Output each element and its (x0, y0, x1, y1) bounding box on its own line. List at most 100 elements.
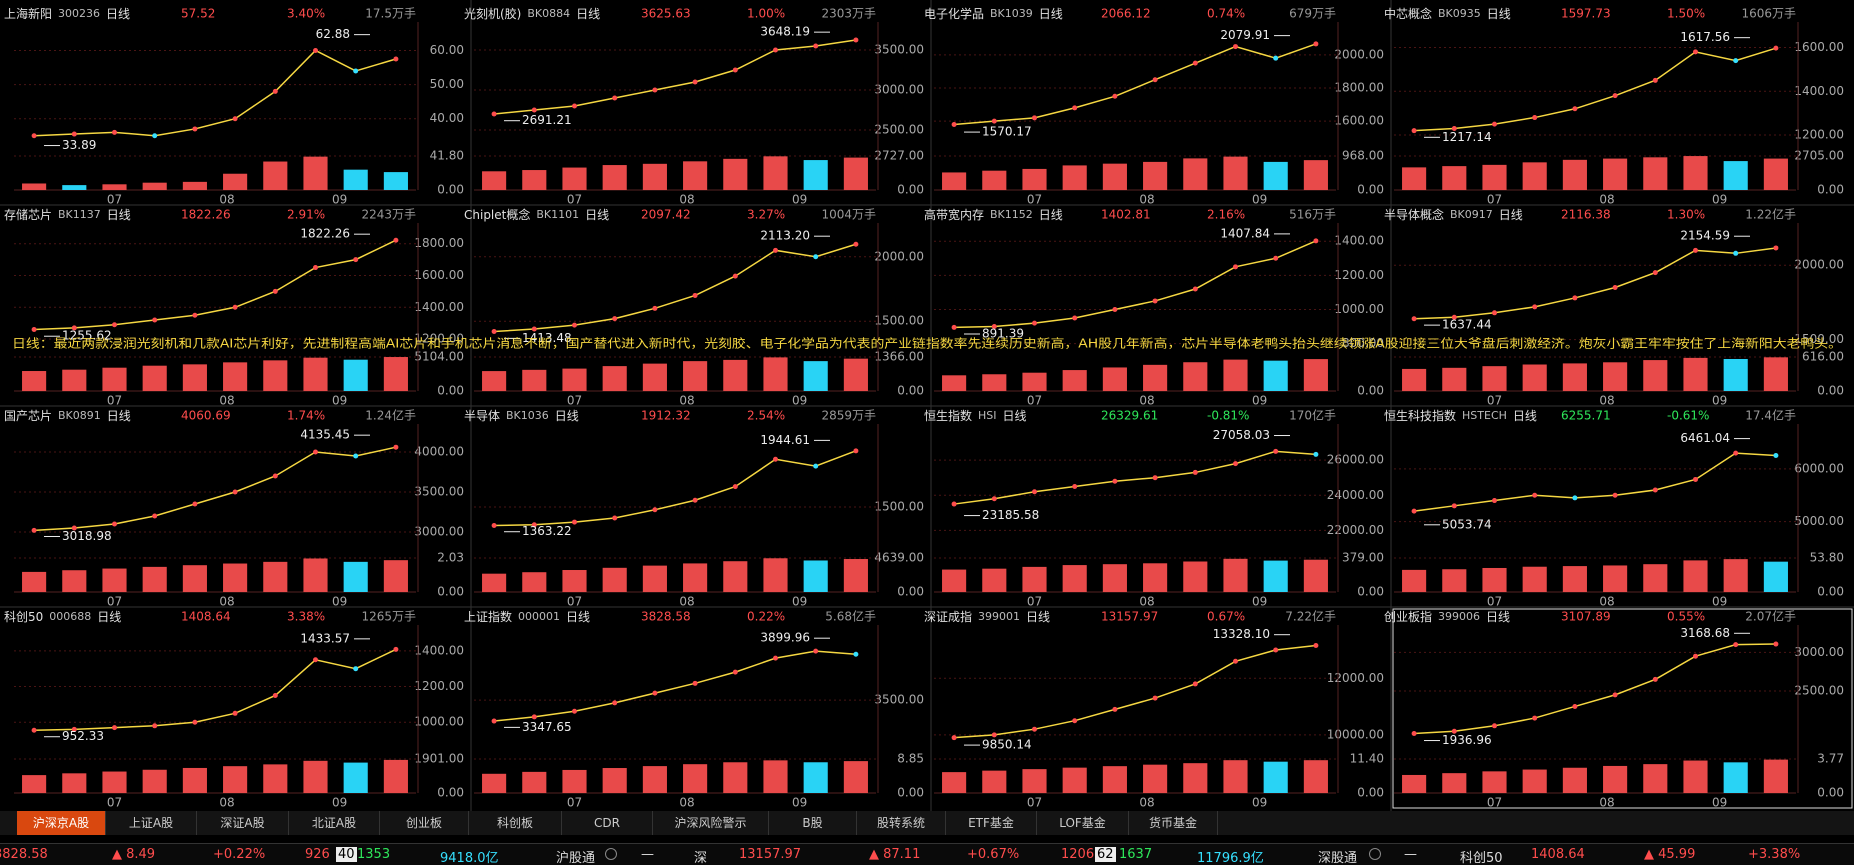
price-point (732, 484, 738, 490)
price-point (1612, 93, 1618, 99)
volume-bar (1522, 769, 1547, 793)
tab[interactable]: 上证A股 (106, 811, 197, 835)
stock-name: 上海新阳 (4, 6, 52, 21)
x-tick-label: 09 (332, 193, 347, 207)
volume-bar (1562, 159, 1587, 190)
down-count: 1353 (357, 847, 391, 862)
info-icon[interactable] (605, 848, 617, 860)
tab[interactable]: 货币基金 (1129, 811, 1218, 835)
stock-name: 恒生科技指数 (1384, 408, 1456, 423)
connect-label[interactable]: 深股通 (1318, 851, 1358, 865)
high-label: 1433.57 (300, 631, 350, 645)
x-tick-label: 07 (1487, 193, 1502, 207)
tab[interactable]: 创业板 (380, 811, 469, 835)
x-tick-label: 07 (567, 796, 582, 810)
low-label: 1255.62 (62, 329, 112, 343)
y-tick-label: 1400.00 (1794, 84, 1844, 98)
price-point (31, 133, 37, 139)
stock-code: HSTECH (1462, 409, 1507, 422)
price-point (1532, 492, 1538, 498)
price: 3625.63 (641, 7, 691, 21)
change: 2.91% (287, 208, 325, 222)
stock-code: 000001 (518, 610, 560, 623)
change: 3.40% (287, 7, 325, 21)
panel-header: 上证指数 000001 日线 (464, 609, 590, 624)
tab[interactable]: 沪深风险警示 (653, 811, 769, 835)
volume-bar (982, 770, 1007, 793)
high-label: 13328.10 (1213, 627, 1270, 641)
low-label: 3018.98 (62, 529, 112, 543)
price-line (34, 239, 397, 331)
volume-bar (1022, 769, 1047, 793)
tab[interactable]: LOF基金 (1037, 811, 1129, 835)
volume-bar (1522, 364, 1547, 391)
price-point (1152, 77, 1158, 83)
x-tick-label: 07 (1487, 394, 1502, 408)
turnover: 9418.0亿 (440, 851, 499, 865)
index-value: 3828.58 (0, 847, 48, 862)
tab[interactable]: CDR (562, 811, 653, 835)
price-point (192, 501, 198, 507)
change: 2.16% (1207, 208, 1245, 222)
volume-bar (1763, 158, 1788, 190)
y-tick-label: 1000.00 (1334, 302, 1384, 316)
price-point (1733, 642, 1739, 648)
tab[interactable]: 股转系统 (857, 811, 946, 835)
volume-bar (1442, 773, 1467, 793)
volume-unit: 1606万手 (1741, 7, 1796, 21)
volume-bar (843, 559, 868, 592)
volume-bar (182, 364, 207, 391)
tab[interactable]: B股 (769, 811, 857, 835)
price-point (1192, 60, 1198, 66)
tab[interactable]: 北证A股 (289, 811, 380, 835)
volume-unit: 1004万手 (821, 208, 876, 222)
price-point (31, 327, 37, 333)
volume-unit: 516万手 (1289, 208, 1336, 222)
volume-unit: 17.4亿手 (1745, 408, 1796, 423)
volume-bar (22, 371, 47, 391)
volume-bar (683, 563, 708, 592)
volume-bar (1522, 566, 1547, 592)
x-tick-label: 09 (792, 595, 807, 609)
tab[interactable]: ETF基金 (946, 811, 1037, 835)
price-point (1733, 450, 1739, 456)
x-tick-label: 07 (1027, 394, 1042, 408)
tab[interactable]: 深证A股 (197, 811, 289, 835)
volume-bar (1143, 364, 1168, 391)
volume-bar (1223, 760, 1248, 793)
volume-bar (1022, 566, 1047, 592)
connect-label[interactable]: 沪股通 (556, 851, 596, 865)
volume-bar (642, 565, 667, 592)
price-point (393, 56, 399, 62)
price-point (1492, 723, 1497, 729)
x-tick-label: 07 (567, 394, 582, 408)
price-point (732, 67, 738, 73)
price-point (272, 473, 278, 479)
volume-bar (102, 568, 127, 592)
change: 0.55% (1667, 610, 1705, 624)
volume-unit: 170亿手 (1289, 408, 1336, 423)
volume-bar (102, 771, 127, 793)
volume-bar (1303, 160, 1328, 190)
price-point (773, 47, 778, 53)
price-point (531, 522, 537, 528)
price-point (572, 519, 577, 525)
price-point (853, 37, 859, 43)
info-icon[interactable] (1369, 848, 1381, 860)
price-point (1773, 641, 1779, 647)
index-label: 科创50 (1460, 851, 1503, 865)
volume-bar (343, 169, 368, 190)
low-label: 891.39 (982, 326, 1024, 340)
tab[interactable]: 科创板 (469, 811, 562, 835)
tab[interactable]: 沪深京A股 (17, 811, 106, 835)
price-point (1273, 448, 1279, 454)
volume-bar (522, 572, 547, 592)
price-point (1072, 483, 1078, 489)
price-point (313, 657, 318, 663)
volume-bar (303, 558, 328, 592)
price-point (272, 88, 278, 94)
volume-bar (1223, 558, 1248, 592)
high-label: 2113.20 (760, 229, 810, 243)
volume-bar (1603, 765, 1628, 793)
